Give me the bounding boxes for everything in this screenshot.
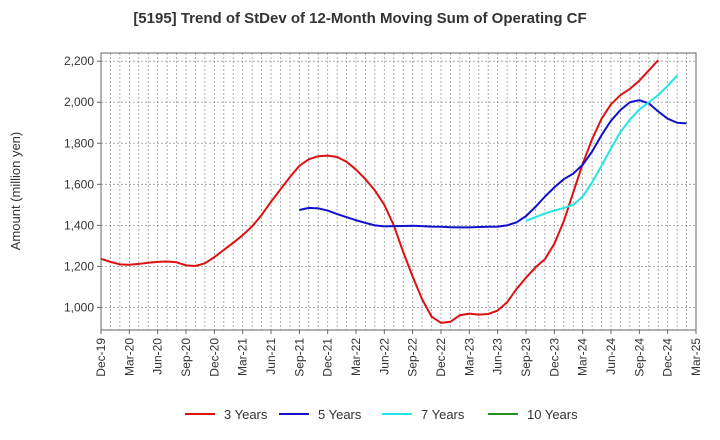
x-tick-label: Jun-24: [604, 338, 618, 375]
y-axis-title: Amount (million yen): [8, 132, 23, 251]
x-tick-label: Dec-22: [434, 338, 448, 377]
series-lines: [100, 59, 687, 324]
x-tick-label: Dec-23: [547, 338, 561, 377]
y-tick-label: 1,600: [64, 177, 94, 191]
y-tick-label: 1,400: [64, 218, 94, 232]
plot-background: [101, 53, 696, 330]
y-tick-label: 2,000: [64, 95, 94, 109]
legend-label-10-years: 10 Years: [527, 407, 578, 422]
x-tick-label: Sep-20: [179, 338, 193, 377]
y-tick-label: 1,800: [64, 136, 94, 150]
x-tick-label: Sep-24: [632, 338, 646, 377]
x-tick-label: Jun-20: [151, 338, 165, 375]
legend-label-5-years: 5 Years: [318, 407, 362, 422]
x-tick-label: Mar-25: [689, 338, 703, 376]
y-tick-label: 1,200: [64, 259, 94, 273]
x-tick-label: Jun-21: [264, 338, 278, 375]
series-line-3-years: [100, 59, 659, 324]
plot-frame: [100, 52, 697, 331]
legend: 3 Years 5 Years 7 Years 10 Years: [185, 407, 578, 422]
x-axis: Dec-19 Mar-20 Jun-20 Sep-20 Dec-20 Mar-21 Jun-…: [94, 330, 703, 377]
x-tick-label: Mar-22: [349, 338, 363, 376]
y-tick-label: 2,200: [64, 54, 94, 68]
series-line-5-years: [299, 99, 687, 229]
legend-label-7-years: 7 Years: [421, 407, 465, 422]
x-tick-label: Sep-23: [519, 338, 533, 377]
x-tick-label: Jun-23: [491, 338, 505, 375]
x-tick-label: Dec-19: [94, 338, 108, 377]
x-tick-label: Dec-21: [321, 338, 335, 377]
x-tick-label: Mar-23: [462, 338, 476, 376]
x-tick-label: Mar-21: [236, 338, 250, 376]
legend-label-3-years: 3 Years: [224, 407, 268, 422]
x-tick-label: Sep-22: [406, 338, 420, 377]
x-tick-label: Dec-24: [661, 338, 675, 377]
chart-title: [5195] Trend of StDev of 12-Month Moving…: [133, 10, 587, 27]
y-tick-label: 1,000: [64, 300, 94, 314]
x-tick-label: Mar-20: [122, 338, 136, 376]
series-line-7-years: [525, 74, 678, 222]
x-tick-label: Sep-21: [292, 338, 306, 377]
x-tick-label: Mar-24: [576, 338, 590, 376]
y-axis: 1,000 1,200 1,400 1,600 1,800 2,000 2,200: [64, 54, 101, 314]
x-tick-label: Jun-22: [377, 338, 391, 375]
x-tick-label: Dec-20: [207, 338, 221, 377]
